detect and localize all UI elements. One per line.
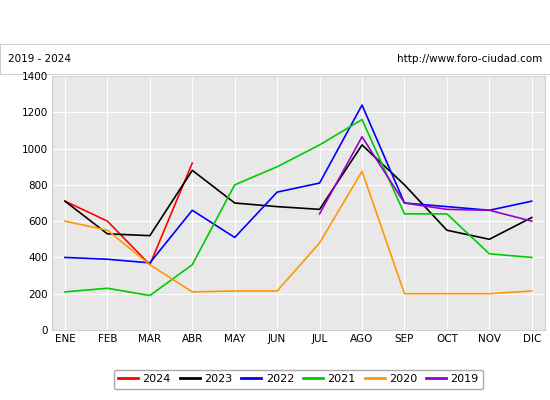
Text: Evolucion Nº Turistas Nacionales en el municipio de San Esteban de Litera: Evolucion Nº Turistas Nacionales en el m…	[37, 14, 513, 28]
Legend: 2024, 2023, 2022, 2021, 2020, 2019: 2024, 2023, 2022, 2021, 2020, 2019	[113, 370, 483, 389]
Text: http://www.foro-ciudad.com: http://www.foro-ciudad.com	[397, 54, 542, 64]
Text: 2019 - 2024: 2019 - 2024	[8, 54, 72, 64]
